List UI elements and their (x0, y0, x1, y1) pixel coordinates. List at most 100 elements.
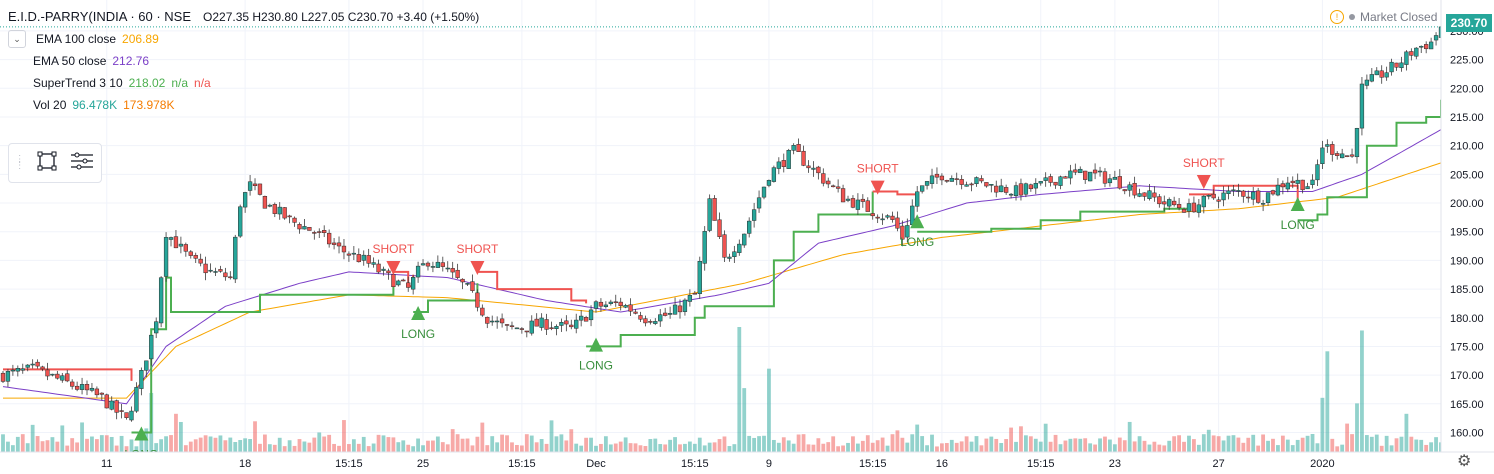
candle (1147, 183, 1152, 201)
volume-bar (549, 420, 554, 452)
volume-bar (944, 443, 949, 452)
candle-body (336, 242, 342, 247)
candle-body (307, 227, 312, 231)
volume-bar (989, 436, 994, 452)
candle (223, 267, 228, 281)
candle (702, 226, 707, 271)
candle (559, 318, 564, 332)
candle-body (450, 268, 455, 273)
x-axis[interactable]: 11 18 15:15 25 15:15 Dec 15:15 9 15:15 16 15:15 23 2… (0, 451, 1494, 474)
volume-bar (668, 439, 673, 452)
candle-body (1033, 183, 1038, 189)
candle-body (94, 388, 100, 396)
volume-bar (954, 442, 959, 452)
candle-body (460, 278, 465, 283)
candle (994, 180, 999, 198)
candle (124, 412, 129, 420)
volume-bar (1058, 444, 1063, 452)
candle (1211, 189, 1216, 200)
candle-body (1167, 199, 1172, 207)
gear-icon[interactable]: ⚙ (1457, 453, 1472, 470)
x-tick-label: 25 (417, 458, 429, 470)
supertrend-long (917, 205, 1190, 233)
candle-body (994, 185, 999, 193)
volume-bar (1108, 439, 1112, 452)
candle-body (1142, 192, 1147, 197)
volume-bar (900, 437, 905, 452)
indicator-ema50[interactable]: EMA 50 close 212.76 (8, 50, 479, 72)
indicator-extra: 173.978K (123, 98, 175, 112)
candle (55, 370, 60, 380)
volume-bar (771, 439, 776, 452)
indicator-ema100[interactable]: ⌄ EMA 100 close 206.89 (8, 28, 479, 50)
candle (544, 313, 549, 336)
indicator-supertrend[interactable]: SuperTrend 3 10 218.02 n/a n/a (8, 72, 479, 94)
candle-body (781, 160, 786, 167)
rectangle-tool-icon[interactable] (36, 150, 58, 177)
candle-body (969, 183, 974, 186)
volume-bar (717, 439, 722, 452)
volume-bar (865, 435, 870, 452)
chevron-down-icon[interactable]: ⌄ (8, 30, 26, 48)
candle (919, 185, 925, 194)
candle (989, 184, 994, 193)
warning-icon[interactable]: ! (1330, 10, 1344, 24)
indicator-volume[interactable]: Vol 20 96.478K 173.978K (8, 94, 479, 116)
volume-bar (786, 440, 791, 452)
candle (934, 167, 940, 185)
volume-bar (831, 436, 836, 452)
volume-bar (1256, 445, 1261, 452)
list-tool-icon[interactable] (69, 150, 95, 177)
candle (94, 386, 100, 398)
volume-bar (258, 443, 262, 452)
volume-bar (485, 445, 490, 452)
candle (331, 237, 337, 250)
volume-bar (188, 441, 193, 452)
candle (30, 359, 35, 369)
candle-body (1191, 202, 1197, 213)
volume-bar (554, 436, 559, 452)
long-label: LONG (1281, 218, 1315, 232)
candle-body (831, 185, 836, 188)
candle-body (495, 320, 500, 323)
candle (208, 263, 213, 273)
volume-bar (90, 436, 94, 452)
volume-bar (218, 435, 223, 452)
candle (425, 261, 431, 271)
candle (228, 271, 233, 280)
y-tick-label: 220.00 (1450, 83, 1484, 95)
candle-body (445, 267, 450, 270)
candle (84, 380, 90, 396)
candle-body (1354, 128, 1360, 158)
candle-body (850, 198, 856, 208)
candle-body (939, 175, 945, 181)
candle-body (1196, 204, 1202, 213)
candle-body (1315, 164, 1320, 181)
candle-body (954, 178, 959, 180)
ohlc-values: O227.35 H230.80 L227.05 C230.70 +3.40 (+… (203, 10, 480, 24)
drag-handle-icon[interactable]: ⋮ ⋮ (14, 154, 25, 171)
candle (633, 308, 638, 315)
candle (401, 278, 406, 282)
volume-bar (608, 444, 613, 452)
volume-bar (480, 422, 485, 452)
volume-bar (381, 435, 386, 452)
candle-body (1389, 61, 1394, 73)
volume-bar (1142, 440, 1147, 452)
candle-body (633, 311, 638, 314)
candle (242, 191, 248, 213)
volume-bar (1285, 439, 1290, 452)
candle-body (1053, 181, 1058, 186)
symbol-row: E.I.D.-PARRY(INDIA · 60 · NSE O227.35 H2… (8, 6, 479, 28)
y-axis[interactable]: 230.00225.00220.00215.00210.00205.00200.… (1440, 0, 1494, 474)
x-tick-label: 15:15 (859, 458, 887, 470)
candle-body (396, 280, 401, 286)
volume-bar (139, 435, 144, 452)
candle-body (1369, 74, 1374, 82)
volume-bar (500, 434, 504, 452)
volume-bar (65, 445, 70, 452)
candle (119, 403, 124, 419)
volume-bar (10, 445, 15, 452)
candle-body (821, 173, 826, 184)
